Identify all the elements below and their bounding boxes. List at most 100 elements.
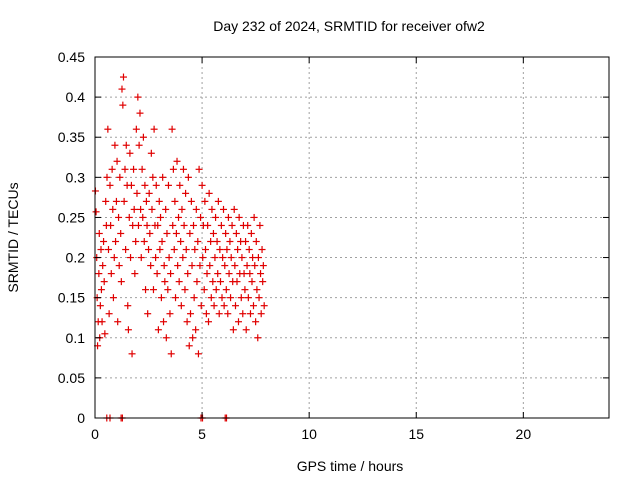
data-point <box>155 197 163 205</box>
data-point <box>130 165 138 173</box>
data-point <box>221 262 229 270</box>
data-point <box>149 173 157 181</box>
data-point <box>160 318 168 326</box>
data-point <box>253 286 261 294</box>
data-point <box>241 286 249 294</box>
data-point <box>224 213 232 221</box>
data-point <box>132 238 140 246</box>
data-point <box>254 334 262 342</box>
data-point <box>172 229 180 237</box>
data-point <box>126 149 134 157</box>
data-point <box>208 205 216 213</box>
data-point <box>227 254 235 262</box>
data-point <box>117 229 125 237</box>
data-point <box>205 318 213 326</box>
y-tick-label: 0.4 <box>66 89 86 105</box>
data-point <box>109 205 117 213</box>
data-point <box>187 310 195 318</box>
data-point <box>154 221 162 229</box>
data-point <box>125 213 133 221</box>
data-point <box>111 141 119 149</box>
data-point <box>193 278 201 286</box>
data-point <box>137 254 145 262</box>
data-point <box>239 310 247 318</box>
x-tick-label: 15 <box>408 426 424 442</box>
data-point <box>164 181 172 189</box>
x-tick-label: 10 <box>301 426 317 442</box>
data-point <box>153 270 161 278</box>
data-point <box>245 246 253 254</box>
data-point <box>131 270 139 278</box>
data-point <box>102 197 110 205</box>
data-point <box>146 229 154 237</box>
data-point <box>235 213 243 221</box>
data-point <box>238 254 246 262</box>
data-point <box>121 165 129 173</box>
data-point <box>167 350 175 358</box>
data-point <box>198 181 206 189</box>
data-point <box>142 197 150 205</box>
data-point <box>100 238 108 246</box>
data-point <box>225 270 233 278</box>
data-point <box>191 246 199 254</box>
data-point <box>142 286 150 294</box>
data-point <box>139 133 147 141</box>
data-point <box>200 286 208 294</box>
data-point <box>256 221 264 229</box>
data-point <box>257 310 265 318</box>
data-point <box>107 270 115 278</box>
data-point <box>114 318 122 326</box>
data-point <box>95 270 103 278</box>
data-point <box>192 326 200 334</box>
x-tick-label: 0 <box>91 426 99 442</box>
data-point <box>197 302 205 310</box>
data-point <box>100 278 108 286</box>
data-point <box>116 173 124 181</box>
data-point <box>117 278 125 286</box>
data-point <box>104 125 112 133</box>
data-point <box>165 254 173 262</box>
data-point <box>157 294 165 302</box>
data-point <box>167 270 175 278</box>
data-point <box>160 262 168 270</box>
chart-title: Day 232 of 2024, SRMTID for receiver ofw… <box>213 18 485 34</box>
data-point <box>192 205 200 213</box>
data-point <box>175 213 183 221</box>
data-point <box>118 85 126 93</box>
data-point <box>258 246 266 254</box>
data-point <box>255 294 263 302</box>
data-point <box>182 246 190 254</box>
data-point <box>147 149 155 157</box>
data-point <box>145 246 153 254</box>
data-point <box>182 189 190 197</box>
data-point <box>169 165 177 173</box>
data-point <box>139 213 147 221</box>
data-point <box>252 238 260 246</box>
data-point <box>122 141 130 149</box>
data-point <box>215 310 223 318</box>
data-point <box>226 238 234 246</box>
data-point <box>183 318 191 326</box>
data-point <box>138 165 146 173</box>
data-point <box>220 205 227 213</box>
data-point <box>171 197 179 205</box>
data-point <box>194 238 202 246</box>
data-point <box>106 181 114 189</box>
data-point <box>249 302 257 310</box>
data-point <box>147 262 155 270</box>
data-point <box>202 310 210 318</box>
data-point <box>113 157 121 165</box>
data-point <box>124 326 132 334</box>
data-point <box>212 213 220 221</box>
data-point <box>128 350 136 358</box>
data-point <box>194 350 202 358</box>
data-point <box>254 254 262 262</box>
data-point <box>127 181 135 189</box>
data-point <box>134 221 142 229</box>
data-point <box>230 205 238 213</box>
data-point <box>244 294 252 302</box>
data-point <box>206 262 214 270</box>
data-point <box>251 262 259 270</box>
data-point <box>233 278 241 286</box>
data-point <box>213 238 221 246</box>
